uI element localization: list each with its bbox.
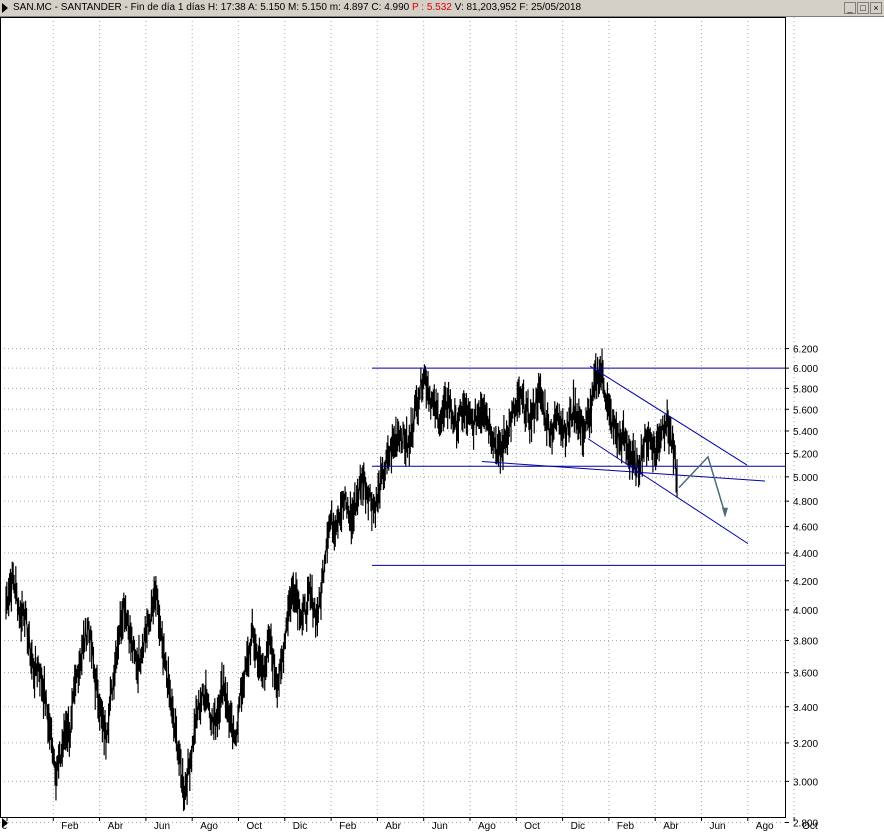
low-value: 4.897	[343, 2, 369, 13]
plot-frame	[0, 17, 786, 818]
window-title-bar: SAN.MC - SANTANDER - Fin de día 1 días H…	[0, 0, 884, 17]
high-value: 5.150	[301, 2, 327, 13]
trendline-slope-support	[481, 461, 766, 482]
y-tick-label: 3.000	[793, 777, 818, 788]
y-tick-label: 5.400	[793, 427, 818, 438]
p-label: P :	[412, 2, 425, 13]
x-tick-label: Dic	[571, 821, 585, 832]
timeframe: Fin de día 1 días	[130, 2, 206, 13]
y-tick-label: 3.800	[793, 636, 818, 647]
x-tick-label: Jun	[432, 821, 448, 832]
trendlines	[372, 365, 785, 566]
y-tick-label: 5.200	[793, 449, 818, 460]
p-value: 5.532	[426, 2, 452, 13]
x-tick-label: Feb	[61, 821, 79, 832]
hour-value: 17:38	[220, 2, 246, 13]
y-tick-label: 5.000	[793, 473, 818, 484]
forecast-path	[678, 455, 726, 514]
y-tick-label: 6.000	[793, 364, 818, 375]
date-label: F:	[519, 2, 529, 13]
x-tick-label: Ago	[200, 821, 218, 832]
x-tick-label: Jun	[710, 821, 726, 832]
chart-axes: 6.200 6.000 5.800 5.600 5.400 5.200 5.000 4.800…	[0, 17, 818, 832]
volume-value: 81,203,952	[466, 2, 517, 13]
y-tick-label: 4.400	[793, 549, 818, 560]
forecast-arrowhead	[722, 507, 728, 518]
symbol: SAN.MC	[13, 2, 52, 13]
y-tick-label: 2.800	[793, 819, 818, 830]
y-tick-label: 4.000	[793, 606, 818, 617]
instrument-name: SANTANDER	[60, 2, 122, 13]
x-tick-label: Oct	[802, 821, 818, 832]
open-value: 5.150	[260, 2, 286, 13]
x-tick-label: Feb	[339, 821, 357, 832]
open-label: A:	[247, 2, 258, 13]
y-tick-label: 5.800	[793, 384, 818, 395]
x-tick-label: Abr	[663, 821, 679, 832]
close-label: C:	[371, 2, 382, 13]
x-tick-label: Oct	[247, 821, 263, 832]
y-tick-label: 4.800	[793, 497, 818, 508]
date-value: 25/05/2018	[531, 2, 582, 13]
y-tick-label: 4.200	[793, 577, 818, 588]
low-label: m:	[329, 2, 341, 13]
channel-upper	[589, 365, 748, 466]
x-tick-label: Feb	[617, 821, 635, 832]
x-tick-label: Abr	[108, 821, 124, 832]
channel-lower	[587, 438, 749, 545]
minimize-button[interactable]: _	[844, 2, 856, 14]
restore-button[interactable]: □	[857, 2, 869, 14]
price-bars	[5, 348, 678, 812]
volume-label: V:	[454, 2, 464, 13]
x-tick-label: Oct	[524, 821, 540, 832]
x-tick-label: Ago	[478, 821, 496, 832]
scroll-arrow-icon[interactable]	[2, 818, 8, 828]
window-menu-arrow-icon[interactable]	[2, 3, 8, 13]
price-line	[5, 365, 678, 798]
x-tick-label: Ago	[756, 821, 774, 832]
close-button[interactable]: ×	[870, 2, 882, 14]
quote-header: SAN.MC - SANTANDER - Fin de día 1 días H…	[13, 2, 582, 13]
y-tick-label: 3.400	[793, 703, 818, 714]
x-tick-label: Dic	[293, 821, 307, 832]
y-tick-label: 5.600	[793, 405, 818, 416]
hour-label: H:	[207, 2, 218, 13]
y-tick-label: 4.600	[793, 523, 818, 534]
y-tick-label: 6.200	[793, 345, 818, 356]
y-tick-label: 3.200	[793, 739, 818, 750]
y-tick-label: 3.600	[793, 669, 818, 680]
price-chart[interactable]: 6.200 6.000 5.800 5.600 5.400 5.200 5.000 4.800…	[0, 17, 884, 832]
x-tick-label: Abr	[385, 821, 401, 832]
close-value: 4.990	[384, 2, 410, 13]
high-label: M:	[288, 2, 300, 13]
x-tick-label: Jun	[154, 821, 170, 832]
